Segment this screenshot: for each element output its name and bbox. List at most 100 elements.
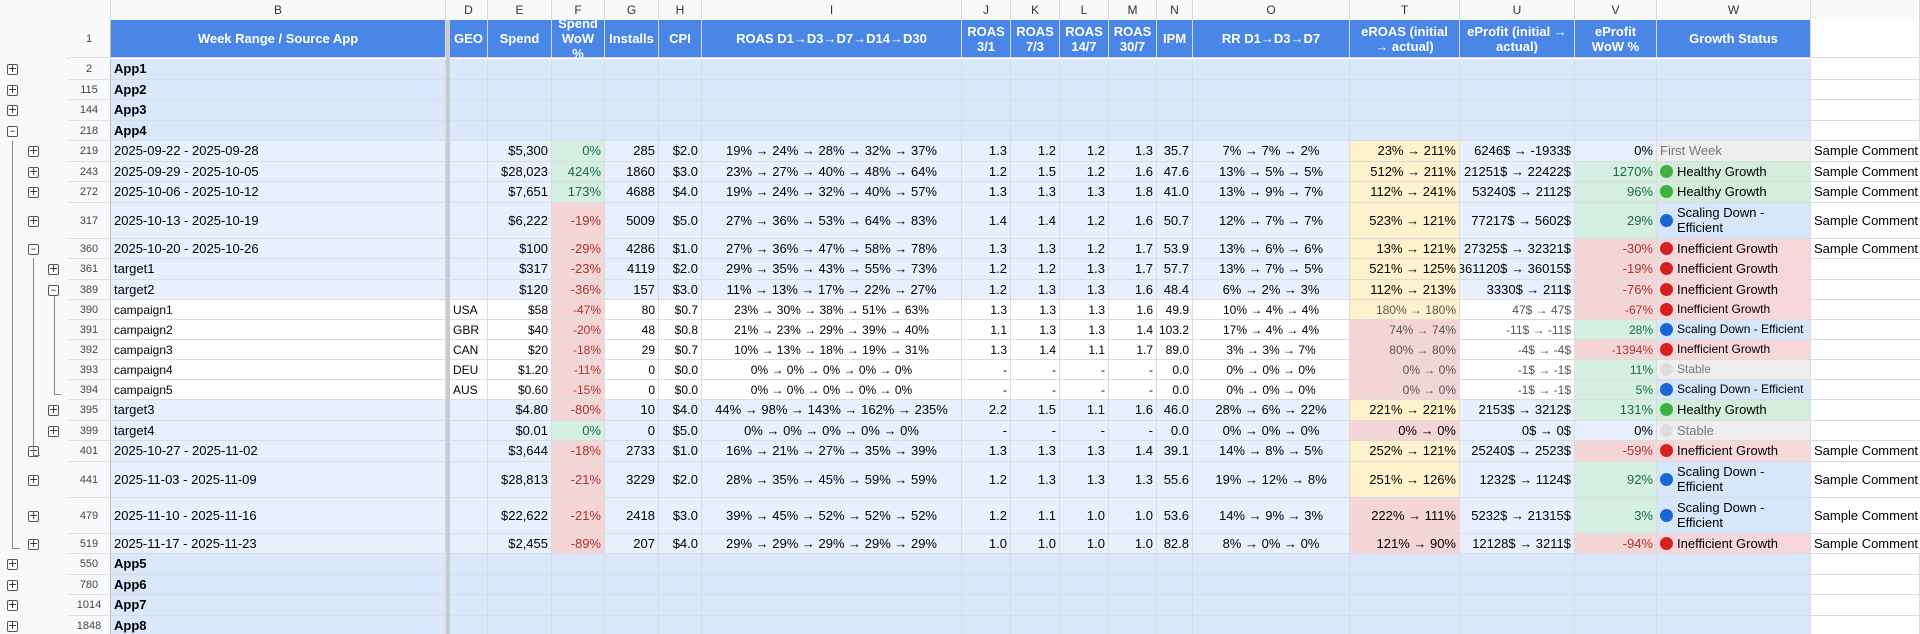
cell-geo[interactable]: GBR [450,320,488,339]
header-spend[interactable]: Spend [488,20,552,57]
cell-inst[interactable]: 4286 [605,238,659,258]
cell-cpi[interactable]: $4.0 [659,182,702,202]
cell-name[interactable]: target4 [111,420,446,440]
cell-ipm[interactable]: 89.0 [1157,340,1193,359]
cell-roas[interactable] [702,595,962,615]
cell-r147[interactable] [1060,59,1109,79]
cell-rr[interactable]: 10% → 4% → 4% [1193,300,1350,319]
cell-wow[interactable]: 0% [552,141,605,161]
cell-pw[interactable] [1575,79,1657,99]
cell-r307[interactable]: 1.8 [1109,182,1157,202]
cell-inst[interactable]: 2418 [605,497,659,533]
row-number[interactable]: 115 [68,79,111,100]
cell-r31[interactable]: 1.2 [962,279,1011,299]
cell-wow[interactable] [552,100,605,120]
cell-cpi[interactable] [659,100,702,120]
week-row[interactable]: 2025-11-10 - 2025-11-16 $22,622 -21% 2418 $3… [111,497,1920,534]
cell-roas[interactable]: 29% → 29% → 29% → 29% → 29% [702,533,962,553]
cell-status[interactable]: Inefficient Growth [1657,259,1811,279]
cell-roas[interactable]: 44% → 98% → 143% → 162% → 235% [702,400,962,420]
cell-ipm[interactable]: 0.0 [1157,420,1193,440]
column-header-o[interactable]: O [1193,0,1350,20]
column-header-h[interactable]: H [659,0,702,20]
cell-geo[interactable] [450,238,488,258]
cell-comment[interactable] [1811,79,1920,99]
cell-pw[interactable]: -1394% [1575,340,1657,359]
cell-pw[interactable]: -59% [1575,441,1657,461]
column-header-e[interactable]: E [488,0,552,20]
cell-r31[interactable] [962,595,1011,615]
cell-eroas[interactable] [1350,615,1460,634]
cell-r31[interactable] [962,120,1011,140]
cell-name[interactable]: target2 [111,279,446,299]
cell-r147[interactable]: 1.3 [1060,461,1109,497]
cell-cpi[interactable] [659,574,702,594]
cell-ipm[interactable]: 53.6 [1157,497,1193,533]
cell-comment[interactable] [1811,595,1920,615]
cell-spend[interactable]: $0.01 [488,420,552,440]
cell-r307[interactable] [1109,595,1157,615]
app-row[interactable]: App7 [111,595,1920,616]
cell-eroas[interactable]: 221% → 221% [1350,400,1460,420]
cell-wow[interactable]: -29% [552,238,605,258]
cell-cpi[interactable]: $3.0 [659,161,702,181]
cell-rr[interactable]: 19% → 12% → 8% [1193,461,1350,497]
cell-comment[interactable] [1811,615,1920,634]
cell-roas[interactable] [702,554,962,574]
row-number[interactable]: 399 [68,420,111,441]
cell-name[interactable]: 2025-09-22 - 2025-09-28 [111,141,446,161]
cell-r73[interactable]: 1.3 [1011,441,1060,461]
cell-spend[interactable]: $7,651 [488,182,552,202]
campaign-row[interactable]: campaign1 USA $58 -47% 80 $0.7 23% → 30% → 38%… [111,300,1920,320]
cell-status[interactable] [1657,595,1811,615]
cell-cpi[interactable]: $2.0 [659,259,702,279]
cell-name[interactable]: campaign4 [111,360,446,379]
cell-pw[interactable]: -19% [1575,259,1657,279]
expand-group-icon[interactable]: + [28,185,39,198]
cell-eprofit[interactable]: 25240$ → 2523$ [1460,441,1575,461]
app-row[interactable]: App3 [111,100,1920,121]
cell-comment[interactable] [1811,380,1920,399]
header-wow[interactable]: Spend WoW % [552,20,605,57]
week-row[interactable]: 2025-10-27 - 2025-11-02 $3,644 -18% 2733 $1.… [111,441,1920,462]
cell-eprofit[interactable]: 6246$ → -1933$ [1460,141,1575,161]
cell-geo[interactable] [450,141,488,161]
cell-pw[interactable] [1575,59,1657,79]
cell-r31[interactable] [962,554,1011,574]
expand-group-icon[interactable]: + [7,577,18,591]
cell-r307[interactable]: 1.0 [1109,533,1157,553]
cell-cpi[interactable]: $0.7 [659,300,702,319]
cell-geo[interactable]: CAN [450,340,488,359]
cell-inst[interactable] [605,120,659,140]
cell-cpi[interactable]: $5.0 [659,202,702,238]
cell-geo[interactable] [450,279,488,299]
cell-eroas[interactable] [1350,79,1460,99]
cell-name[interactable]: App6 [111,574,446,594]
cell-r307[interactable] [1109,59,1157,79]
cell-cpi[interactable]: $4.0 [659,533,702,553]
expand-group-icon[interactable]: + [7,557,18,570]
app-row[interactable]: App4 [111,120,1920,141]
cell-spend[interactable]: $4.80 [488,400,552,420]
cell-inst[interactable]: 29 [605,340,659,359]
cell-r31[interactable]: 1.2 [962,161,1011,181]
row-number[interactable]: 243 [68,161,111,182]
cell-r31[interactable] [962,79,1011,99]
cell-eprofit[interactable]: 2153$ → 3212$ [1460,400,1575,420]
cell-eprofit[interactable]: 21251$ → 22422$ [1460,161,1575,181]
cell-pw[interactable]: 29% [1575,202,1657,238]
column-header-m[interactable]: M [1109,0,1157,20]
cell-roas[interactable] [702,574,962,594]
cell-rr[interactable]: 17% → 4% → 4% [1193,320,1350,339]
cell-rr[interactable] [1193,554,1350,574]
cell-name[interactable]: App5 [111,554,446,574]
cell-eprofit[interactable] [1460,59,1575,79]
cell-inst[interactable]: 5009 [605,202,659,238]
cell-ipm[interactable]: 55.6 [1157,461,1193,497]
cell-r307[interactable]: 1.6 [1109,161,1157,181]
cell-spend[interactable] [488,615,552,634]
header-comment[interactable] [1811,20,1920,57]
cell-spend[interactable]: $100 [488,238,552,258]
cell-r307[interactable]: - [1109,420,1157,440]
cell-r31[interactable]: 2.2 [962,400,1011,420]
